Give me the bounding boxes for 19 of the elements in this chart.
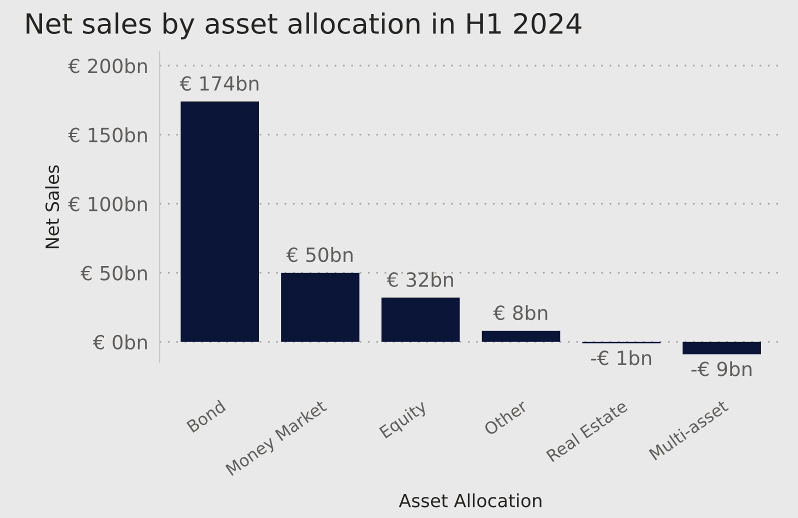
y-tick-label: € 100bn — [68, 196, 147, 212]
data-label: € 32bn — [386, 272, 453, 287]
chart-title: Net sales by asset allocation in H1 2024 — [26, 12, 582, 40]
y-tick-label: € 0bn — [92, 334, 147, 350]
data-label: € 8bn — [493, 305, 548, 320]
bar — [482, 330, 560, 342]
y-axis-title: Net Sales — [45, 165, 60, 248]
data-label: -€ 9bn — [691, 361, 752, 376]
y-tick-label: € 50bn — [80, 265, 147, 280]
y-tick-label: € 200bn — [68, 58, 147, 74]
data-label: € 50bn — [286, 247, 353, 262]
data-label: € 174bn — [180, 76, 258, 91]
bar — [381, 298, 460, 342]
bar — [682, 342, 761, 354]
x-axis-title: Asset Allocation — [398, 493, 542, 508]
bar — [281, 272, 360, 342]
data-label: -€ 1bn — [591, 350, 652, 366]
bar — [180, 102, 259, 342]
y-tick-label: € 150bn — [68, 127, 147, 142]
